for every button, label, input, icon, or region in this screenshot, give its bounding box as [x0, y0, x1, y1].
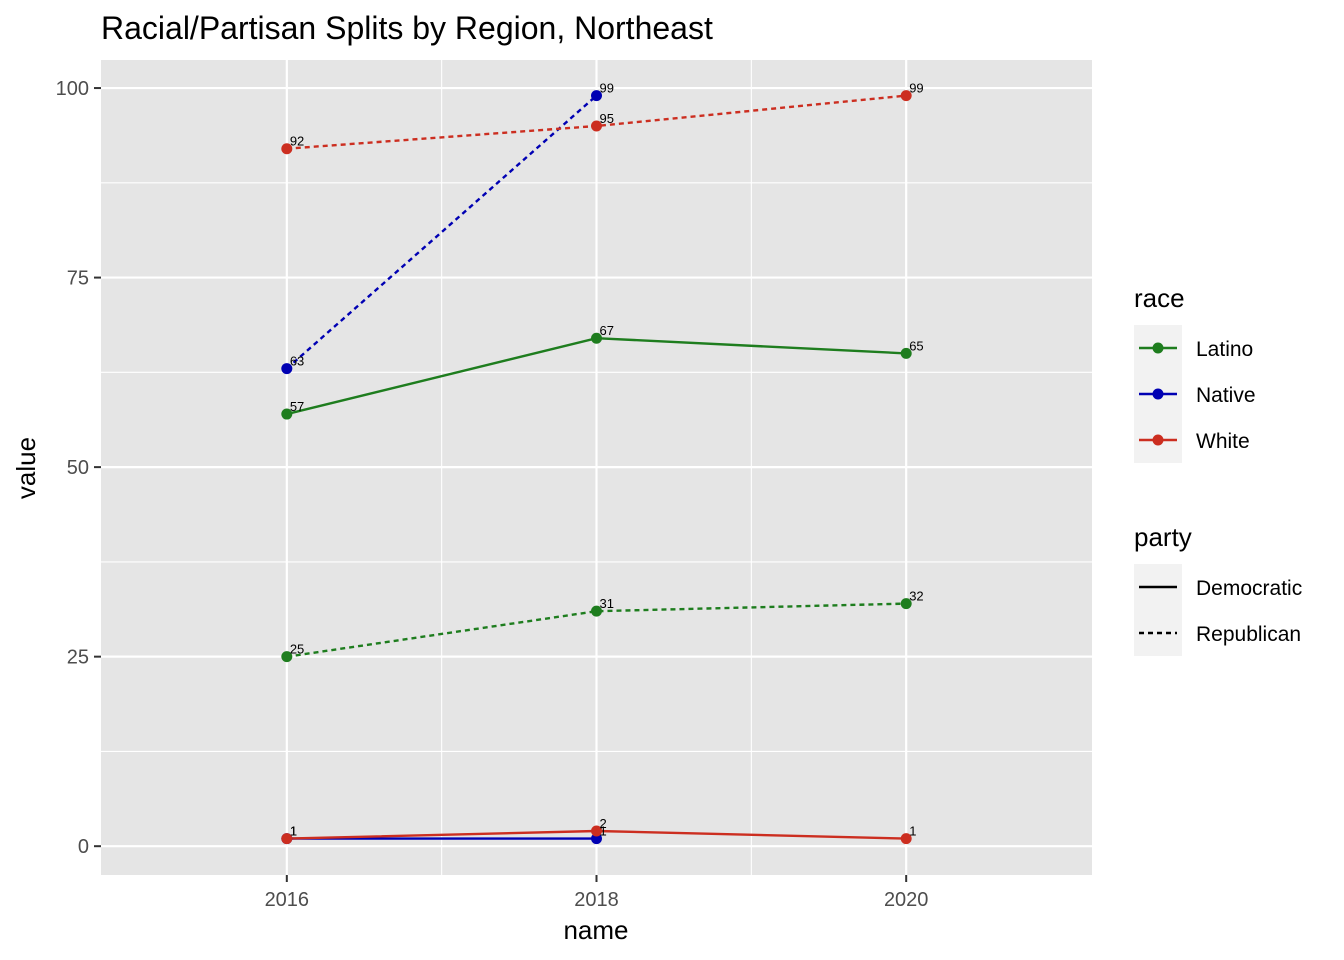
data-point — [281, 143, 293, 155]
data-point — [900, 90, 912, 102]
y-tick-label: 100 — [56, 78, 89, 100]
grid-lines — [101, 60, 1092, 875]
y-tick-label: 50 — [67, 457, 89, 479]
legend-key-point-native — [1152, 388, 1164, 400]
data-label: 1 — [290, 824, 297, 839]
data-point — [591, 332, 602, 344]
y-axis-title: value — [11, 437, 41, 499]
data-label: 57 — [290, 399, 304, 414]
legend-label-native: Native — [1196, 384, 1256, 407]
x-tick-label: 2018 — [574, 889, 619, 911]
x-axis: 2016 2018 2020 — [265, 875, 929, 911]
y-tick-label: 75 — [67, 268, 89, 290]
y-tick-label: 25 — [67, 647, 89, 669]
x-tick-label: 2016 — [265, 889, 310, 911]
data-label: 25 — [290, 642, 304, 657]
data-point — [900, 598, 912, 610]
data-label: 95 — [600, 111, 614, 126]
data-label: 92 — [290, 134, 304, 149]
data-point — [900, 347, 912, 359]
legend-key-background — [1134, 564, 1182, 656]
legend-title-race: race — [1134, 283, 1185, 313]
legend-key-point-white — [1152, 434, 1164, 446]
data-label: 2 — [600, 816, 607, 831]
legend-title-party: party — [1134, 522, 1192, 552]
x-tick-label: 2020 — [884, 889, 929, 911]
y-tick-label: 0 — [78, 836, 89, 858]
data-label: 1 — [290, 824, 297, 839]
data-point — [281, 363, 293, 375]
chart-title: Racial/Partisan Splits by Region, Northe… — [101, 10, 713, 46]
data-point — [591, 90, 602, 102]
legend: race Latino Native White party Democratic Repu… — [1134, 283, 1302, 656]
data-point — [281, 408, 293, 420]
data-point — [281, 651, 293, 663]
data-label: 32 — [909, 589, 923, 604]
data-point — [591, 833, 602, 845]
data-label: 31 — [600, 596, 614, 611]
data-label: 63 — [290, 354, 304, 369]
data-label: 1 — [909, 824, 916, 839]
data-points — [281, 90, 912, 845]
data-label: 67 — [600, 323, 614, 338]
data-point — [591, 825, 602, 837]
y-axis: 0 25 50 75 100 — [56, 78, 101, 858]
data-label: 1 — [600, 824, 607, 839]
data-point — [900, 833, 912, 845]
legend-label-white: White — [1196, 430, 1250, 453]
x-axis-title: name — [563, 915, 628, 945]
series-line-native-republican — [286, 94, 598, 370]
data-point — [281, 833, 293, 845]
legend-label-republican: Republican — [1196, 623, 1301, 646]
data-label: 99 — [600, 81, 614, 96]
legend-label-latino: Latino — [1196, 338, 1253, 361]
data-point — [591, 120, 602, 132]
data-point — [591, 605, 602, 617]
legend-key-point-latino — [1152, 342, 1164, 354]
legend-label-democratic: Democratic — [1196, 577, 1302, 600]
data-label: 65 — [909, 338, 923, 353]
data-label: 99 — [909, 81, 923, 96]
